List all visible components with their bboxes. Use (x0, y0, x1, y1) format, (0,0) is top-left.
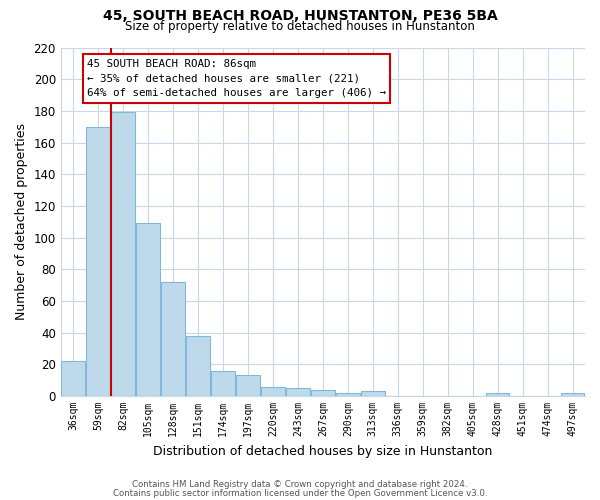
Bar (112, 112, 135, 396)
Bar (560, 393, 584, 396)
Bar (486, 393, 509, 396)
Text: 45 SOUTH BEACH ROAD: 86sqm
← 35% of detached houses are smaller (221)
64% of sem: 45 SOUTH BEACH ROAD: 86sqm ← 35% of deta… (87, 58, 386, 98)
Bar (261, 386, 285, 396)
Bar (61, 361, 85, 396)
Bar (86, 126, 110, 396)
Bar (361, 392, 385, 396)
Bar (211, 370, 235, 396)
Bar (161, 282, 185, 396)
Text: Size of property relative to detached houses in Hunstanton: Size of property relative to detached ho… (125, 20, 475, 33)
Bar (186, 336, 210, 396)
Bar (336, 393, 360, 396)
Bar (136, 224, 160, 396)
Y-axis label: Number of detached properties: Number of detached properties (15, 124, 28, 320)
Bar (286, 388, 310, 396)
Text: 45, SOUTH BEACH ROAD, HUNSTANTON, PE36 5BA: 45, SOUTH BEACH ROAD, HUNSTANTON, PE36 5… (103, 9, 497, 23)
Bar (236, 376, 260, 396)
Bar (311, 390, 335, 396)
X-axis label: Distribution of detached houses by size in Hunstanton: Distribution of detached houses by size … (153, 444, 493, 458)
Text: Contains HM Land Registry data © Crown copyright and database right 2024.: Contains HM Land Registry data © Crown c… (132, 480, 468, 489)
Text: Contains public sector information licensed under the Open Government Licence v3: Contains public sector information licen… (113, 488, 487, 498)
